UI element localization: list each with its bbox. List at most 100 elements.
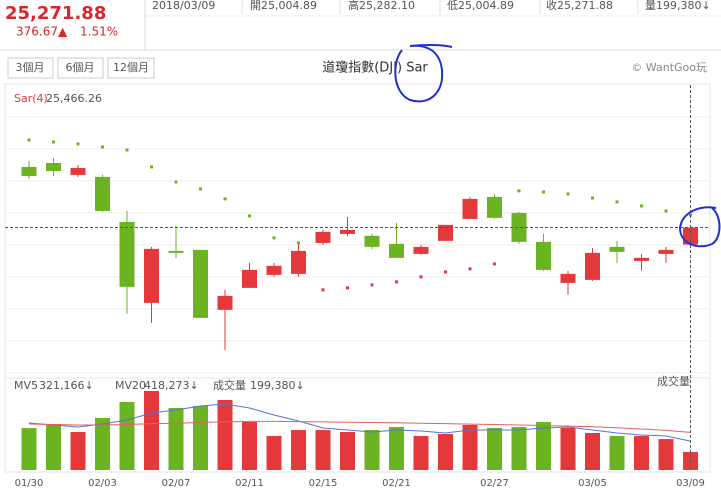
volume-bar — [536, 422, 551, 470]
volume-bar — [193, 406, 208, 470]
sar-dot — [199, 187, 202, 191]
candle-body — [21, 166, 37, 176]
close: 收25,271.88 — [546, 0, 613, 12]
volume-bar — [364, 430, 380, 470]
sar-dot — [297, 241, 300, 245]
sar-dot — [76, 142, 80, 146]
copyright: © WantGoo玩 — [631, 61, 707, 74]
sar-dot — [150, 165, 153, 169]
moving-average-line — [28, 403, 691, 442]
x-tick-label: 02/11 — [235, 478, 264, 489]
high: 高25,282.10 — [348, 0, 415, 12]
volume-bar — [511, 426, 527, 470]
change: 376.67▲ — [16, 25, 68, 39]
sar-dot — [395, 280, 398, 284]
sar-legend: Sar(4) — [14, 92, 48, 105]
price: 25,271.88 — [5, 3, 106, 24]
candle-body — [462, 198, 478, 219]
volume-bar — [266, 435, 282, 470]
mv5-legend: MV5 — [14, 379, 38, 392]
candle-body — [658, 249, 674, 254]
volume-bar — [242, 422, 257, 470]
candle-body — [536, 241, 551, 270]
x-tick-label: 02/07 — [162, 478, 191, 489]
sar-dot — [444, 270, 447, 274]
volume: 量199,380↓ — [645, 0, 711, 12]
sar-dot — [321, 288, 325, 292]
candle-body — [340, 229, 355, 234]
candle-body — [46, 162, 61, 171]
sar-dot — [542, 190, 545, 194]
range-button-label[interactable]: 12個月 — [113, 61, 149, 74]
volume-bar — [70, 432, 86, 470]
range-button-label[interactable]: 6個月 — [66, 61, 95, 74]
low: 低25,004.89 — [447, 0, 514, 12]
candle-body — [315, 231, 331, 243]
moving-average-line — [28, 420, 691, 433]
range-button-label[interactable]: 3個月 — [16, 61, 45, 74]
volume-bar — [21, 428, 37, 470]
candle-body — [144, 248, 159, 303]
plot-frame — [4, 83, 711, 473]
volume-bar — [291, 430, 306, 470]
range-button[interactable] — [7, 57, 54, 79]
candle-body — [560, 273, 576, 283]
candle-body — [217, 295, 233, 310]
sar-dot — [52, 140, 55, 144]
sar-dot — [27, 138, 31, 142]
annotation-circle — [678, 206, 721, 248]
volume-bar — [340, 432, 355, 470]
volume-bar — [144, 390, 159, 470]
candle-body — [168, 250, 184, 253]
sar-dot — [664, 209, 668, 213]
mv20-last-value: 418,273↓ — [144, 379, 199, 392]
sar-dot — [493, 262, 496, 266]
volume-bar — [389, 426, 404, 470]
sar-dot — [174, 180, 178, 184]
x-tick-label: 03/05 — [578, 478, 607, 489]
volume-bar — [119, 401, 135, 470]
volume-bar — [413, 435, 429, 470]
mv5-last-value: 321,166↓ — [39, 379, 94, 392]
volume-bar — [46, 424, 61, 470]
sar-dot — [640, 204, 643, 208]
change-pct: 1.51% — [80, 25, 118, 39]
volume-bar — [585, 433, 600, 470]
volume-bar — [658, 439, 674, 470]
x-tick-label: 03/09 — [676, 478, 705, 489]
volume-bar — [315, 430, 331, 470]
sar-dot — [370, 283, 374, 287]
candle-body — [585, 252, 600, 280]
sar-dot — [517, 189, 521, 193]
volume-axis-title: 成交量 — [657, 374, 690, 388]
volume-bar — [217, 399, 233, 470]
sar-dot — [248, 214, 251, 218]
open: 開25,004.89 — [250, 0, 317, 12]
x-tick-label: 01/30 — [15, 478, 44, 489]
candle-body — [364, 235, 380, 247]
chart-title: 道瓊指數(DJI) Sar — [322, 61, 428, 76]
sar-dot — [468, 267, 472, 271]
volume-bar — [560, 427, 576, 470]
candle-body — [389, 243, 404, 258]
sar-dot — [125, 148, 129, 152]
sar-last-value: 25,466.26 — [46, 92, 102, 105]
candle-body — [511, 212, 527, 242]
volume-bar — [634, 435, 649, 470]
volume-bar — [168, 407, 184, 470]
candle-body — [413, 246, 429, 254]
volume-bar — [609, 435, 625, 470]
candle-body — [266, 265, 282, 275]
candle-body — [487, 196, 502, 218]
candle-body — [119, 221, 135, 287]
range-button[interactable] — [107, 57, 155, 79]
candle-body — [95, 176, 110, 211]
sar-dot — [419, 275, 423, 279]
mv20-legend: MV20 — [115, 379, 146, 392]
date: 2018/03/09 — [152, 0, 215, 12]
range-button[interactable] — [57, 57, 104, 79]
candle-body — [193, 249, 208, 318]
sar-dot — [223, 197, 227, 201]
x-tick-label: 02/27 — [480, 478, 509, 489]
candle-body — [438, 224, 453, 241]
